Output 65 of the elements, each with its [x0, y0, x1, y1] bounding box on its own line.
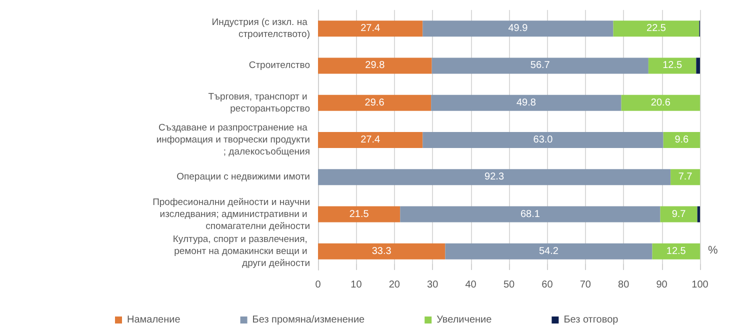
- data-label: 56.7: [530, 60, 550, 72]
- x-axis-title: %: [708, 244, 718, 256]
- y-tick-label: Професионални дейности и научни изследвания; административни и спомагателни дейности: [152, 196, 310, 232]
- data-label: 49.8: [516, 97, 536, 108]
- bar: [318, 132, 423, 148]
- y-tick-label: Индустрия (с изкл. на строителството): [212, 17, 310, 40]
- bar: [422, 20, 614, 37]
- x-tick-label: 90: [656, 280, 668, 290]
- data-label: 68.1: [520, 208, 540, 220]
- bar: [400, 206, 660, 222]
- bar: [318, 94, 432, 111]
- data-label: 33.3: [372, 246, 392, 257]
- data-label: 9.6: [674, 134, 690, 146]
- x-tick-label: 80: [618, 280, 630, 290]
- data-label: 49.9: [508, 23, 528, 34]
- x-tick-label: 40: [465, 280, 477, 290]
- bar: [318, 20, 423, 37]
- bar: [318, 206, 400, 222]
- x-tick-label: 10: [350, 280, 362, 290]
- data-label: 27.4: [360, 134, 380, 146]
- data-label: 12.5: [666, 246, 686, 257]
- bar: [445, 243, 652, 260]
- y-tick-label: Строителство: [248, 60, 310, 72]
- y-tick-label: Създаване и разпространение на информация и творчески продукти; далекосъобщения: [156, 122, 310, 158]
- legend-label: Намаление: [127, 314, 181, 326]
- bar: [431, 94, 622, 111]
- data-label: 29.6: [364, 97, 385, 108]
- x-tick-label: 100: [692, 280, 709, 290]
- legend-label: Без промяна/изменение: [252, 314, 366, 326]
- bar: [670, 169, 700, 186]
- x-tick-label: 20: [388, 280, 400, 290]
- bar: [422, 132, 664, 148]
- data-label: 27.4: [360, 23, 380, 34]
- data-label: 92.3: [484, 172, 504, 183]
- y-tick-label: Култура, спорт и развлечения, ремонт на домакински вещи и други дейности: [172, 234, 310, 269]
- x-tick-label: 60: [542, 280, 554, 290]
- data-label: 21.5: [349, 208, 370, 220]
- x-tick-label: 50: [503, 280, 515, 290]
- x-tick-label: 70: [580, 280, 592, 290]
- bar: [663, 132, 700, 148]
- data-label: 20.6: [650, 97, 671, 108]
- x-tick-label: 0: [315, 280, 322, 290]
- bar: [432, 58, 648, 74]
- legend-label: Увеличение: [436, 314, 492, 326]
- data-label: 29.8: [365, 60, 386, 72]
- bar: [660, 206, 698, 222]
- bar: [697, 206, 700, 222]
- legend-label: Без отговор: [564, 314, 619, 326]
- bar: [613, 20, 700, 37]
- y-tick-label: Операции с недвижими имоти: [176, 172, 310, 183]
- bar: [648, 58, 696, 74]
- bar: [621, 94, 700, 111]
- data-label: 7.7: [678, 172, 693, 183]
- data-label: 54.2: [538, 246, 559, 257]
- bar: [696, 58, 700, 74]
- data-label: 9.7: [672, 208, 686, 220]
- x-tick-label: 30: [427, 280, 439, 290]
- bar: [318, 243, 446, 260]
- data-label: 63.0: [533, 134, 554, 146]
- data-label: 12.5: [662, 60, 682, 72]
- y-tick-label: Търговия, транспорт и ресторантьорство: [208, 91, 310, 114]
- data-label: 22.5: [646, 23, 666, 34]
- bar: [318, 58, 432, 74]
- bar: [652, 243, 700, 260]
- bar: [318, 169, 671, 186]
